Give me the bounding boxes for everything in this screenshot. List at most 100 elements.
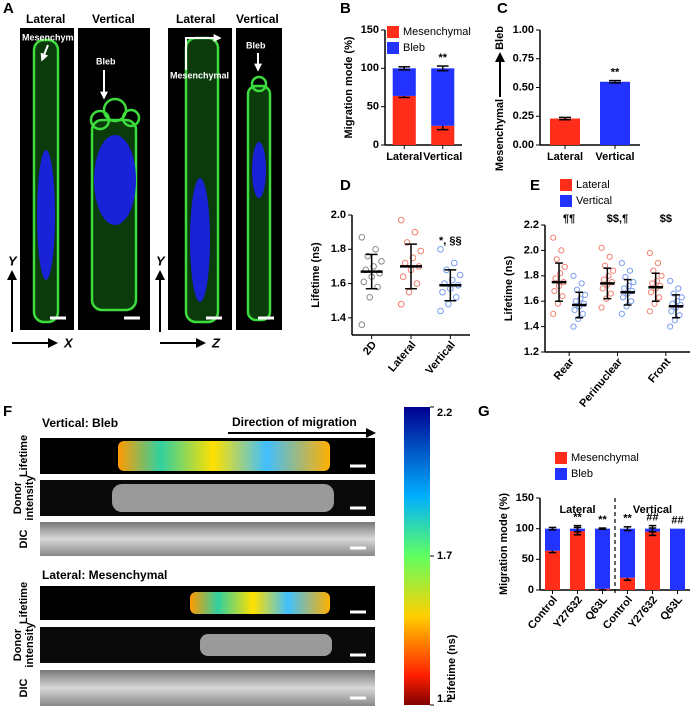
data-point [553, 256, 560, 263]
data-point [658, 272, 665, 279]
y-tick-label: 1.6 [331, 277, 346, 289]
data-point [625, 282, 632, 290]
x-tick-label: Vertical [423, 151, 462, 163]
data-point [656, 294, 663, 301]
y-axis-label: Lifetime (ns) [503, 255, 515, 321]
bar-segment [392, 68, 416, 96]
data-point [628, 298, 635, 305]
x-tick-label: 2D [361, 339, 379, 358]
donor-signal [112, 484, 334, 512]
data-point [600, 276, 607, 283]
colorbar [404, 407, 430, 705]
data-point [605, 272, 612, 279]
legend-label: Mesenchymal [571, 452, 639, 464]
data-point [580, 300, 588, 307]
callout: Mesenchymal [22, 32, 81, 42]
data-point [608, 279, 616, 286]
data-point [618, 260, 625, 267]
data-point [606, 253, 613, 260]
y-axis-label: Migration mode (%) [343, 36, 355, 138]
annotation: $$ [660, 213, 672, 225]
column-label: Vertical [92, 12, 135, 26]
data-point [399, 273, 407, 281]
data-point [577, 295, 584, 302]
data-point [374, 283, 381, 291]
annotation: ** [573, 512, 582, 524]
y-tick-label: 0.25 [513, 110, 534, 122]
y-tick-label: 0.00 [513, 139, 534, 151]
data-point [559, 293, 566, 300]
y-tick-label: 0 [528, 584, 534, 596]
data-point [668, 308, 675, 315]
column-label: Lateral [176, 12, 215, 26]
y-tick-label: 0 [373, 139, 379, 151]
panel-label: E [530, 177, 540, 194]
data-point [629, 287, 636, 295]
legend-swatch [560, 179, 572, 191]
data-point [598, 244, 605, 251]
track-label: intensity [24, 475, 36, 521]
axis-label: Y [156, 253, 166, 268]
y-tick-label: 1.8 [331, 243, 346, 255]
nucleus [252, 142, 266, 198]
y-tick-label: 0.75 [513, 53, 534, 65]
x-tick-label: Vertical [424, 339, 458, 377]
data-point [437, 245, 444, 253]
dic-image [40, 522, 375, 556]
y-tick-label: 0.50 [513, 81, 534, 93]
row-label: Lateral: Mesenchymal [42, 568, 167, 582]
legend-label: Bleb [571, 468, 593, 480]
callout: Mesenchymal [170, 70, 229, 80]
x-tick-label: Vertical [595, 151, 634, 163]
annotation: $$,¶ [607, 213, 628, 225]
bar-segment [545, 528, 560, 551]
y-tick-label: 1.00 [513, 24, 534, 36]
colorbar-label: Lifetime (ns) [446, 634, 458, 700]
data-point [571, 306, 578, 314]
legend-label: Mesenchymal [403, 26, 471, 38]
callout: Bleb [246, 40, 266, 50]
annotation: ** [598, 514, 607, 526]
annotation: ¶¶ [563, 213, 575, 225]
data-point [449, 276, 456, 284]
data-point [413, 280, 421, 287]
panel-a: Lateral Vertical Lateral Vertical Mesenc… [6, 12, 282, 350]
x-tick-label: Rear [552, 356, 577, 383]
y-tick-label: 1.4 [524, 321, 540, 333]
group-label: Lateral [559, 504, 595, 516]
data-point [358, 233, 366, 241]
legend-label: Lateral [576, 179, 610, 191]
data-point [456, 271, 464, 279]
track-label: Donor [12, 628, 24, 661]
data-point [552, 275, 559, 282]
panel-label: C [497, 0, 508, 17]
data-point [366, 293, 374, 301]
track-label: intensity [24, 622, 36, 668]
panel-label: B [340, 0, 351, 17]
data-point [403, 239, 411, 246]
bar [550, 118, 580, 145]
track-label: Lifetime [18, 435, 30, 477]
y-tick-label: 1.2 [524, 346, 539, 358]
bar-segment [620, 528, 635, 578]
y-axis-label: Mesenchymal [494, 99, 506, 171]
track-label: Donor [12, 481, 24, 514]
data-point [630, 279, 637, 286]
data-point [550, 310, 557, 317]
bleb [102, 97, 128, 123]
nucleus [94, 135, 136, 225]
y-axis-label: Bleb [494, 26, 506, 50]
data-point [619, 294, 627, 301]
track-label: DIC [18, 529, 30, 548]
data-point [378, 257, 385, 265]
data-point [646, 308, 653, 315]
cell [246, 84, 272, 322]
legend-label: Vertical [576, 195, 612, 207]
arrow-label: Direction of migration [232, 415, 357, 429]
data-point [364, 252, 372, 260]
bar [600, 81, 630, 145]
y-tick-label: 1.6 [524, 295, 539, 307]
data-point [358, 321, 366, 329]
bleb [250, 75, 268, 93]
